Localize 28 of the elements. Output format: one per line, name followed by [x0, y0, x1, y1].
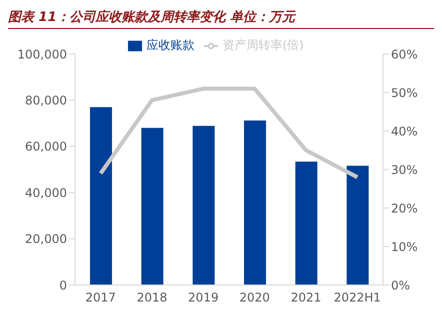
bar [141, 128, 164, 285]
x-tick-label: 2022H1 [334, 290, 381, 305]
y-tick-label: 60,000 [25, 140, 67, 154]
y-tick-label: 0 [59, 278, 67, 292]
y2-tick-label: 40% [391, 124, 418, 138]
y-tick-label: 100,000 [17, 47, 67, 62]
bar [295, 162, 318, 285]
chart-title: 图表 11：公司应收账款及周转率变化 单位：万元 [8, 8, 434, 29]
y2-tick-label: 0% [391, 278, 410, 292]
x-tick-label: 2021 [290, 290, 322, 305]
y-tick-label: 20,000 [25, 232, 67, 246]
bar [192, 126, 215, 285]
bar [90, 107, 112, 285]
y2-tick-label: 10% [391, 240, 418, 254]
legend-label: 应收账款 [146, 38, 194, 52]
bar [346, 166, 369, 285]
x-tick-label: 2017 [85, 290, 116, 305]
x-tick-label: 2020 [239, 290, 270, 305]
y-tick-label: 80,000 [25, 93, 67, 108]
y2-tick-label: 30% [391, 162, 418, 177]
line-series [98, 86, 360, 180]
x-tick-label: 2018 [136, 290, 168, 305]
y-tick-label: 40,000 [25, 186, 67, 200]
y2-tick-label: 50% [391, 86, 418, 100]
y2-tick-label: 20% [391, 201, 418, 216]
bar [244, 120, 266, 285]
y2-tick-label: 60% [391, 47, 418, 62]
x-tick-label: 2019 [188, 290, 219, 305]
